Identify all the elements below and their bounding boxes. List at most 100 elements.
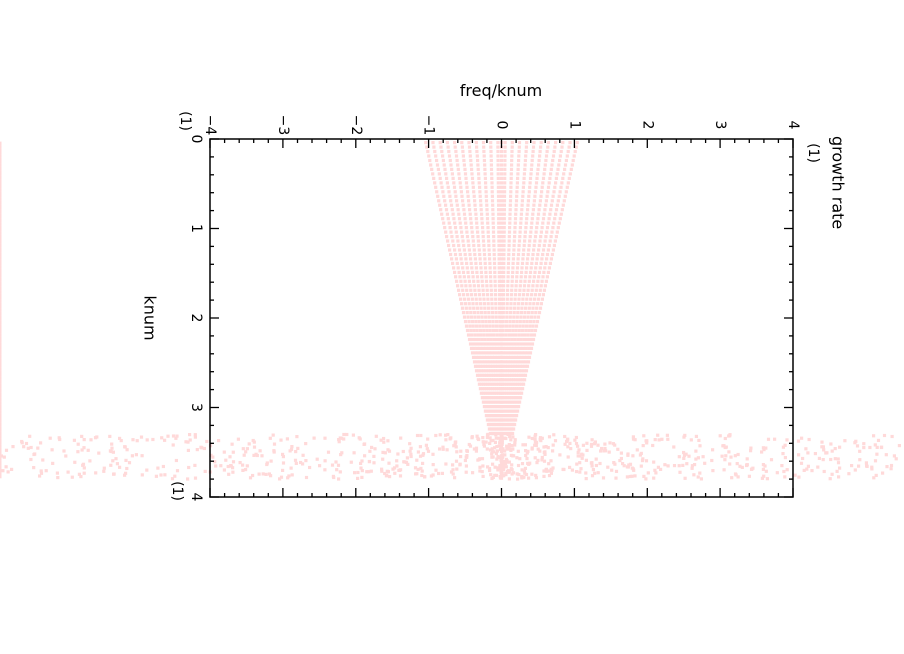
data-point xyxy=(498,306,502,310)
data-point xyxy=(542,459,547,463)
data-point xyxy=(508,311,513,315)
data-point xyxy=(497,248,501,252)
data-point xyxy=(522,337,526,342)
data-point xyxy=(127,461,132,465)
data-point xyxy=(528,235,532,239)
data-point xyxy=(488,436,492,440)
data-point xyxy=(0,256,2,259)
data-point xyxy=(544,279,548,283)
data-point xyxy=(450,257,454,261)
data-point xyxy=(485,328,489,333)
data-point xyxy=(519,212,523,216)
data-point xyxy=(515,382,519,386)
data-point xyxy=(504,391,508,395)
data-point xyxy=(409,452,413,456)
data-point xyxy=(801,456,805,461)
data-point xyxy=(466,190,470,194)
data-point xyxy=(517,297,521,301)
data-point xyxy=(507,378,511,382)
data-point xyxy=(897,444,901,448)
data-point xyxy=(502,261,506,265)
data-point xyxy=(549,467,553,471)
data-point xyxy=(260,454,264,458)
data-point xyxy=(499,333,504,337)
data-point xyxy=(644,477,648,481)
data-point xyxy=(457,172,461,176)
data-point xyxy=(482,387,486,391)
data-point xyxy=(492,400,496,404)
data-point xyxy=(452,444,456,448)
data-point xyxy=(499,471,503,475)
data-point xyxy=(80,434,84,438)
data-point xyxy=(806,451,810,455)
data-point xyxy=(499,243,504,248)
data-point xyxy=(480,311,484,315)
data-point xyxy=(503,453,507,457)
data-point xyxy=(570,163,574,167)
data-point xyxy=(301,453,305,457)
data-point xyxy=(475,221,479,225)
data-point xyxy=(489,158,493,163)
data-point xyxy=(22,445,26,449)
data-point xyxy=(855,444,860,448)
data-point xyxy=(551,226,555,230)
data-point xyxy=(545,226,550,230)
data-point xyxy=(0,223,2,226)
axis-ticks xyxy=(209,138,794,498)
data-point xyxy=(493,284,497,288)
data-point xyxy=(536,315,541,319)
data-point xyxy=(514,373,518,377)
data-point xyxy=(569,167,573,171)
data-point xyxy=(735,462,739,466)
data-point xyxy=(119,439,123,443)
data-point xyxy=(340,451,344,455)
data-point xyxy=(294,450,298,454)
data-point xyxy=(241,468,245,472)
y-tick-label: −1 xyxy=(421,115,437,136)
data-point xyxy=(372,461,376,465)
data-point xyxy=(504,324,509,328)
data-point xyxy=(512,427,516,431)
data-point xyxy=(526,360,531,364)
data-point xyxy=(492,342,496,346)
data-point xyxy=(740,465,744,469)
data-point xyxy=(0,313,2,316)
data-point xyxy=(491,203,495,207)
data-point xyxy=(435,190,439,194)
data-point xyxy=(528,270,533,274)
data-point xyxy=(496,199,501,203)
data-point xyxy=(472,190,476,194)
data-point xyxy=(513,226,517,230)
data-point xyxy=(538,437,542,441)
data-point xyxy=(666,437,670,441)
data-point xyxy=(510,369,514,373)
data-point xyxy=(504,471,508,475)
data-point xyxy=(653,438,657,442)
data-point xyxy=(0,173,2,176)
data-point xyxy=(408,442,412,446)
data-point xyxy=(524,449,528,453)
data-point xyxy=(0,306,2,309)
data-point xyxy=(501,464,505,468)
data-point xyxy=(551,194,555,198)
data-point xyxy=(894,457,898,461)
data-point xyxy=(484,315,488,319)
data-point xyxy=(446,433,450,437)
data-point xyxy=(853,441,857,445)
data-point xyxy=(241,447,245,451)
data-point xyxy=(493,288,497,292)
data-point xyxy=(486,382,490,386)
data-point xyxy=(468,284,472,288)
data-point xyxy=(0,429,2,432)
data-point xyxy=(519,221,523,225)
data-point xyxy=(631,454,635,458)
data-point xyxy=(660,437,664,441)
data-point xyxy=(505,460,509,464)
data-point xyxy=(665,433,669,437)
data-point xyxy=(461,270,466,274)
data-point xyxy=(281,461,286,465)
data-point xyxy=(466,293,470,297)
data-point xyxy=(134,453,138,457)
data-point xyxy=(0,469,2,472)
